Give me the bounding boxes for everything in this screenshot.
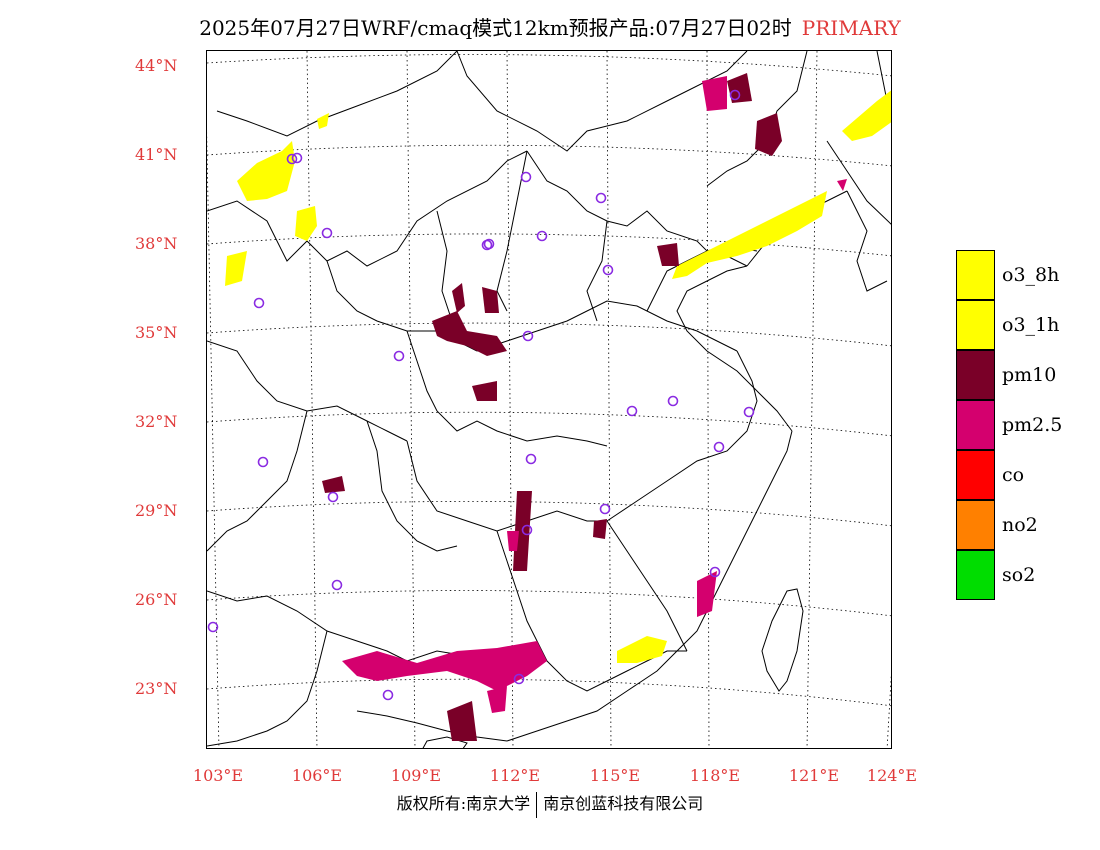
title-main: 2025年07月27日WRF/cmaq模式12km预报产品:07月27日02时 [199, 16, 792, 40]
lon-label-124: 124°E [866, 766, 918, 785]
lon-label-103: 103°E [192, 766, 244, 785]
legend-swatch-co [956, 450, 995, 500]
lat-label-26: 26°N [135, 590, 178, 609]
legend-label-no2: no2 [1002, 514, 1038, 536]
lat-label-35: 35°N [135, 323, 178, 342]
map-svg [207, 51, 891, 748]
map-panel[interactable] [206, 50, 892, 749]
legend-label-pm25: pm2.5 [1002, 414, 1063, 436]
lon-label-115: 115°E [589, 766, 641, 785]
legend-swatch-o3-1h [956, 300, 995, 350]
lon-label-106: 106°E [291, 766, 343, 785]
legend-label-o3-8h: o3_8h [1002, 264, 1060, 286]
legend-swatch-pm25 [956, 400, 995, 450]
lon-label-112: 112°E [489, 766, 541, 785]
lat-label-44: 44°N [135, 56, 178, 75]
lat-label-29: 29°N [135, 501, 178, 520]
legend-label-so2: so2 [1002, 564, 1036, 586]
lat-label-23: 23°N [135, 679, 178, 698]
footer-separator [536, 791, 538, 818]
lat-label-41: 41°N [135, 145, 178, 164]
legend-swatch-pm10 [956, 350, 995, 400]
boundaries [207, 51, 891, 748]
title-tag: PRIMARY [801, 16, 901, 40]
pm25-layer [342, 76, 847, 713]
footer-right: 南京创蓝科技有限公司 [543, 794, 704, 813]
legend-label-o3-1h: o3_1h [1002, 314, 1060, 336]
legend-swatch-o3-8h [956, 250, 995, 300]
map-title: 2025年07月27日WRF/cmaq模式12km预报产品:07月27日02时 P… [0, 12, 1100, 41]
station-markers [207, 89, 755, 701]
lon-label-118: 118°E [689, 766, 741, 785]
lat-label-32: 32°N [135, 412, 178, 431]
copyright-footer: 版权所有:南京大学 南京创蓝科技有限公司 [0, 790, 1100, 818]
legend-label-pm10: pm10 [1002, 364, 1057, 386]
o3-layer [225, 90, 891, 663]
legend-label-co: co [1002, 464, 1025, 486]
graticule [207, 51, 891, 748]
legend-swatch-so2 [956, 550, 995, 600]
lat-label-38: 38°N [135, 234, 178, 253]
lon-label-121: 121°E [788, 766, 840, 785]
footer-left: 版权所有:南京大学 [396, 794, 531, 813]
pm10-layer [322, 73, 782, 741]
legend-swatch-no2 [956, 500, 995, 550]
lon-label-109: 109°E [390, 766, 442, 785]
